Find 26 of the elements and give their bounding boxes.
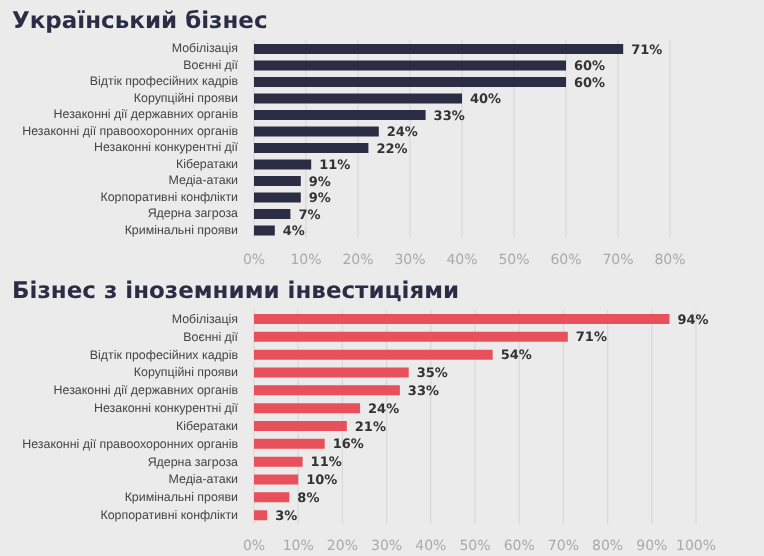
bar	[254, 385, 400, 396]
bar	[254, 438, 325, 449]
bar	[254, 159, 312, 170]
chart-title: Бізнес з іноземними інвестиціями	[10, 274, 462, 306]
bar	[254, 225, 275, 236]
bar	[254, 421, 347, 431]
bar	[254, 510, 268, 521]
bar	[254, 192, 301, 203]
bar	[254, 349, 493, 360]
chart-title: Український бізнес	[10, 4, 270, 36]
bar	[254, 474, 299, 485]
bar	[254, 44, 624, 54]
bar	[254, 367, 409, 378]
bar	[254, 143, 369, 153]
bar	[254, 77, 566, 87]
bar	[254, 314, 670, 324]
bar	[254, 403, 361, 414]
bar	[254, 176, 301, 186]
bar	[254, 209, 291, 219]
bar	[254, 126, 379, 137]
bar	[254, 456, 303, 467]
bar	[254, 60, 566, 71]
bar	[254, 93, 462, 104]
bar	[254, 492, 290, 503]
bar	[254, 331, 568, 342]
bar	[254, 110, 426, 120]
